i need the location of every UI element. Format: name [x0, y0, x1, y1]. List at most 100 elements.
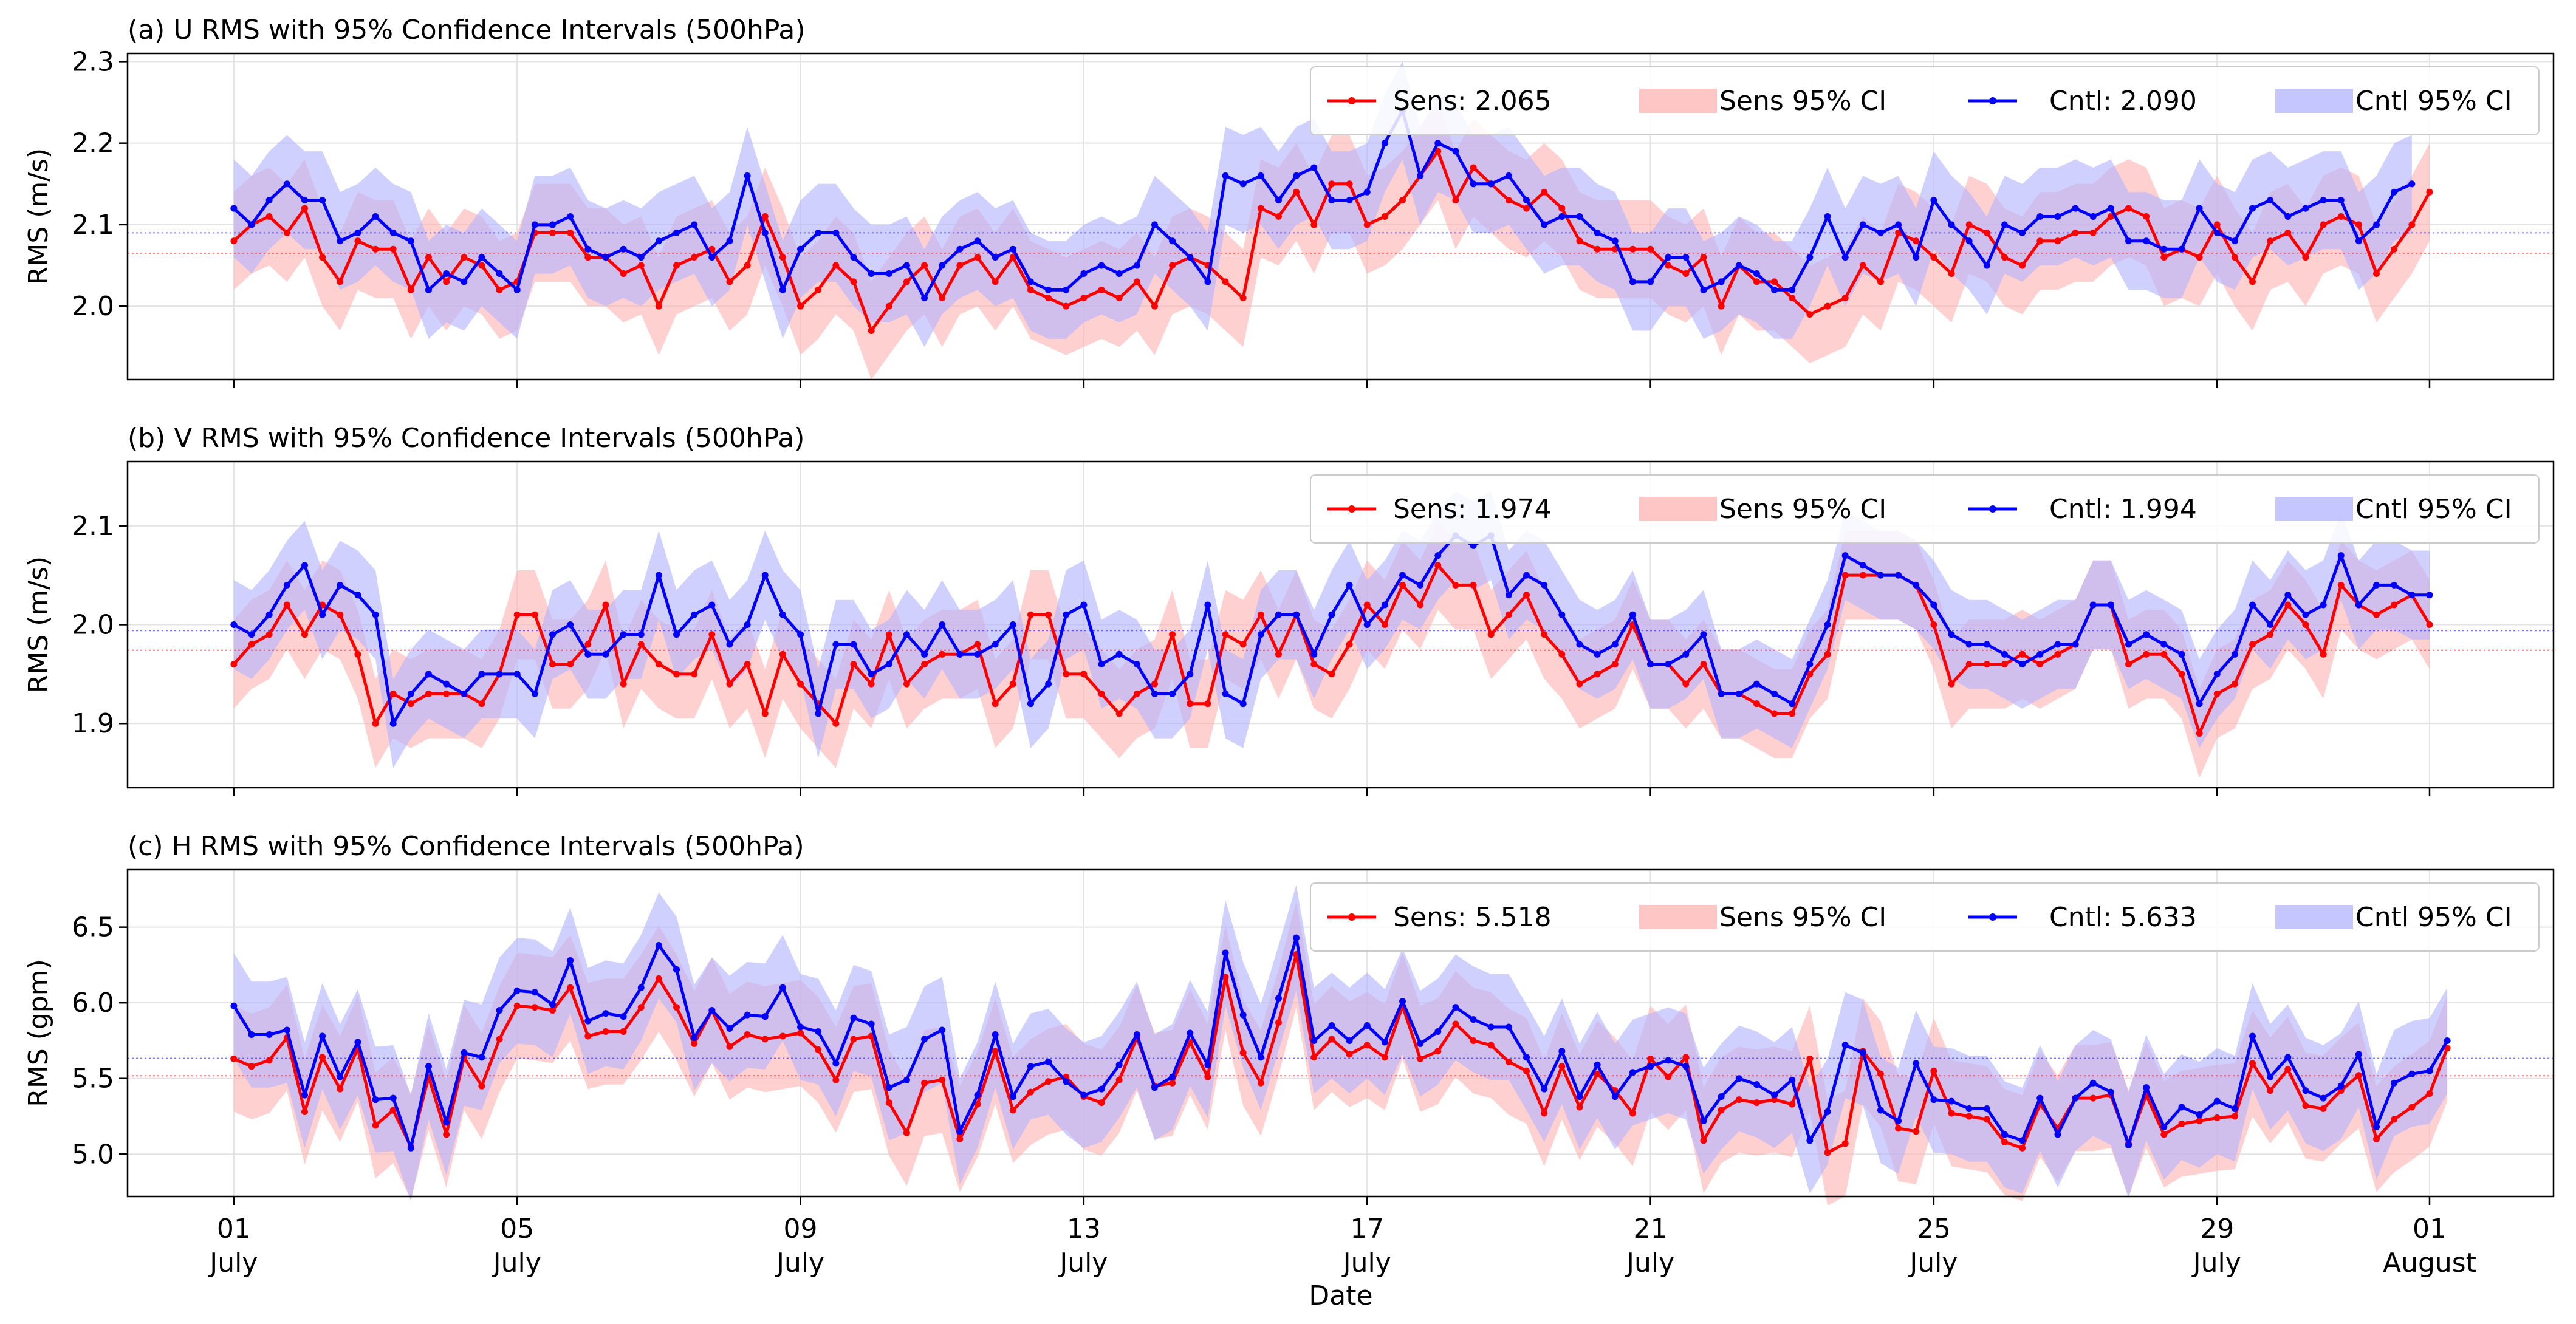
cntl-series-point	[1452, 148, 1459, 155]
sens-series-point	[372, 720, 379, 727]
cntl-series-point	[1187, 1029, 1194, 1037]
x-tick-label-day: 09	[784, 1213, 818, 1244]
sens-series-point	[1204, 1073, 1211, 1080]
cntl-series-point	[1895, 572, 1902, 579]
cntl-series-point	[2019, 1137, 2026, 1144]
sens-series-point	[1789, 710, 1796, 717]
cntl-series-point	[1115, 1061, 1123, 1068]
cntl-series-point	[337, 581, 344, 589]
cntl-series-point	[1523, 197, 1530, 204]
cntl-series-point	[2355, 601, 2362, 609]
cntl-series-point	[602, 1010, 609, 1017]
sens-series-point	[584, 641, 592, 648]
sens-series-point	[1080, 295, 1088, 302]
cntl-series-point	[1098, 1085, 1105, 1093]
cntl-series-point	[1558, 1048, 1566, 1055]
legend-box	[1310, 882, 2540, 952]
cntl-series-point	[815, 710, 822, 717]
cntl-series-point	[1594, 1061, 1601, 1068]
sens-series-point	[549, 229, 557, 236]
cntl-series-point	[1735, 262, 1742, 269]
cntl-series-point	[868, 270, 875, 277]
sens-series-point	[1700, 1137, 1707, 1144]
cntl-series-point	[513, 987, 521, 994]
cntl-series-point	[2125, 1141, 2132, 1148]
cntl-series-point	[1346, 197, 1353, 204]
sens-series-point	[2213, 1114, 2221, 1121]
sens-series-point	[2089, 1094, 2097, 1102]
cntl-series-point	[655, 942, 662, 949]
sens-series-point	[1027, 286, 1034, 293]
cntl-series-point	[319, 197, 326, 204]
cntl-series-point	[478, 254, 485, 261]
sens-series-point	[2196, 730, 2203, 737]
cntl-series-point	[1611, 237, 1619, 245]
cntl-series-point	[301, 1091, 308, 1099]
cntl-series-point	[549, 631, 557, 638]
cntl-series-point	[956, 650, 964, 658]
x-axis-label: Date	[1309, 1280, 1372, 1311]
sens-series-point	[1257, 1079, 1264, 1087]
cntl-series-point	[2284, 1054, 2292, 1061]
sens-series-point	[726, 278, 733, 285]
sens-series-point	[2426, 621, 2433, 628]
sens-series-point	[1665, 1073, 1672, 1080]
sens-series-point	[1753, 278, 1760, 285]
cntl-series-point	[1363, 188, 1371, 196]
sens-series-point	[567, 661, 574, 668]
cntl-series-point	[1470, 180, 1477, 188]
legend-sens-marker	[1348, 97, 1355, 104]
cntl-series-point	[1009, 621, 1016, 628]
cntl-ci-band	[233, 491, 2430, 768]
cntl-series-point	[832, 641, 840, 648]
x-tick-label-day: 29	[2200, 1213, 2234, 1244]
sens-series-point	[1913, 237, 1920, 245]
sens-series-point	[1381, 213, 1388, 220]
sens-series-point	[1239, 641, 1247, 648]
sens-series-point	[1045, 611, 1052, 618]
sens-series-point	[2036, 237, 2044, 245]
sens-series-point	[1239, 1049, 1247, 1056]
sens-series-point	[1841, 295, 1849, 302]
cntl-series-point	[1470, 542, 1477, 549]
cntl-series-point	[1877, 229, 1884, 236]
y-tick-label: 5.0	[72, 1139, 114, 1170]
cntl-series-point	[726, 641, 733, 648]
sens-series-point	[2036, 661, 2044, 668]
sens-series-point	[2231, 680, 2238, 688]
sens-series-point	[1045, 295, 1052, 302]
sens-series-point	[1523, 592, 1530, 599]
panel-title: (c) H RMS with 95% Confidence Intervals …	[128, 831, 804, 862]
sens-series-point	[1594, 671, 1601, 678]
cntl-series-point	[2107, 601, 2114, 609]
sens-series-point	[2231, 1113, 2238, 1120]
cntl-series-point	[1310, 650, 1318, 658]
cntl-series-point	[1080, 270, 1088, 277]
sens-series-point	[319, 1054, 326, 1061]
sens-series-point	[1009, 254, 1016, 261]
cntl-series-point	[425, 671, 432, 678]
sens-series-point	[1930, 254, 1937, 261]
sens-series-point	[2213, 221, 2221, 228]
sens-series-point	[354, 650, 361, 658]
sens-series-point	[549, 661, 557, 668]
cntl-series-point	[1505, 172, 1512, 179]
sens-series-point	[389, 1107, 397, 1114]
sens-series-point	[2001, 254, 2008, 261]
sens-series-point	[832, 720, 840, 727]
cntl-series-point	[1789, 286, 1796, 293]
sens-series-point	[1771, 278, 1778, 285]
cntl-series-point	[1133, 262, 1140, 269]
legend-cntl-ci-swatch	[2275, 497, 2353, 521]
sens-series-point	[1434, 1048, 1442, 1055]
cntl-series-point	[726, 1025, 733, 1032]
sens-series-point	[1859, 572, 1866, 579]
cntl-series-point	[1753, 1081, 1760, 1088]
x-tick-label-day: 01	[217, 1213, 251, 1244]
sens-series-point	[939, 1076, 946, 1083]
cntl-series-point	[1151, 690, 1158, 697]
cntl-series-point	[1257, 1054, 1264, 1061]
cntl-series-point	[1293, 934, 1300, 941]
sens-series-point	[1948, 270, 1955, 277]
sens-series-point	[1877, 278, 1884, 285]
